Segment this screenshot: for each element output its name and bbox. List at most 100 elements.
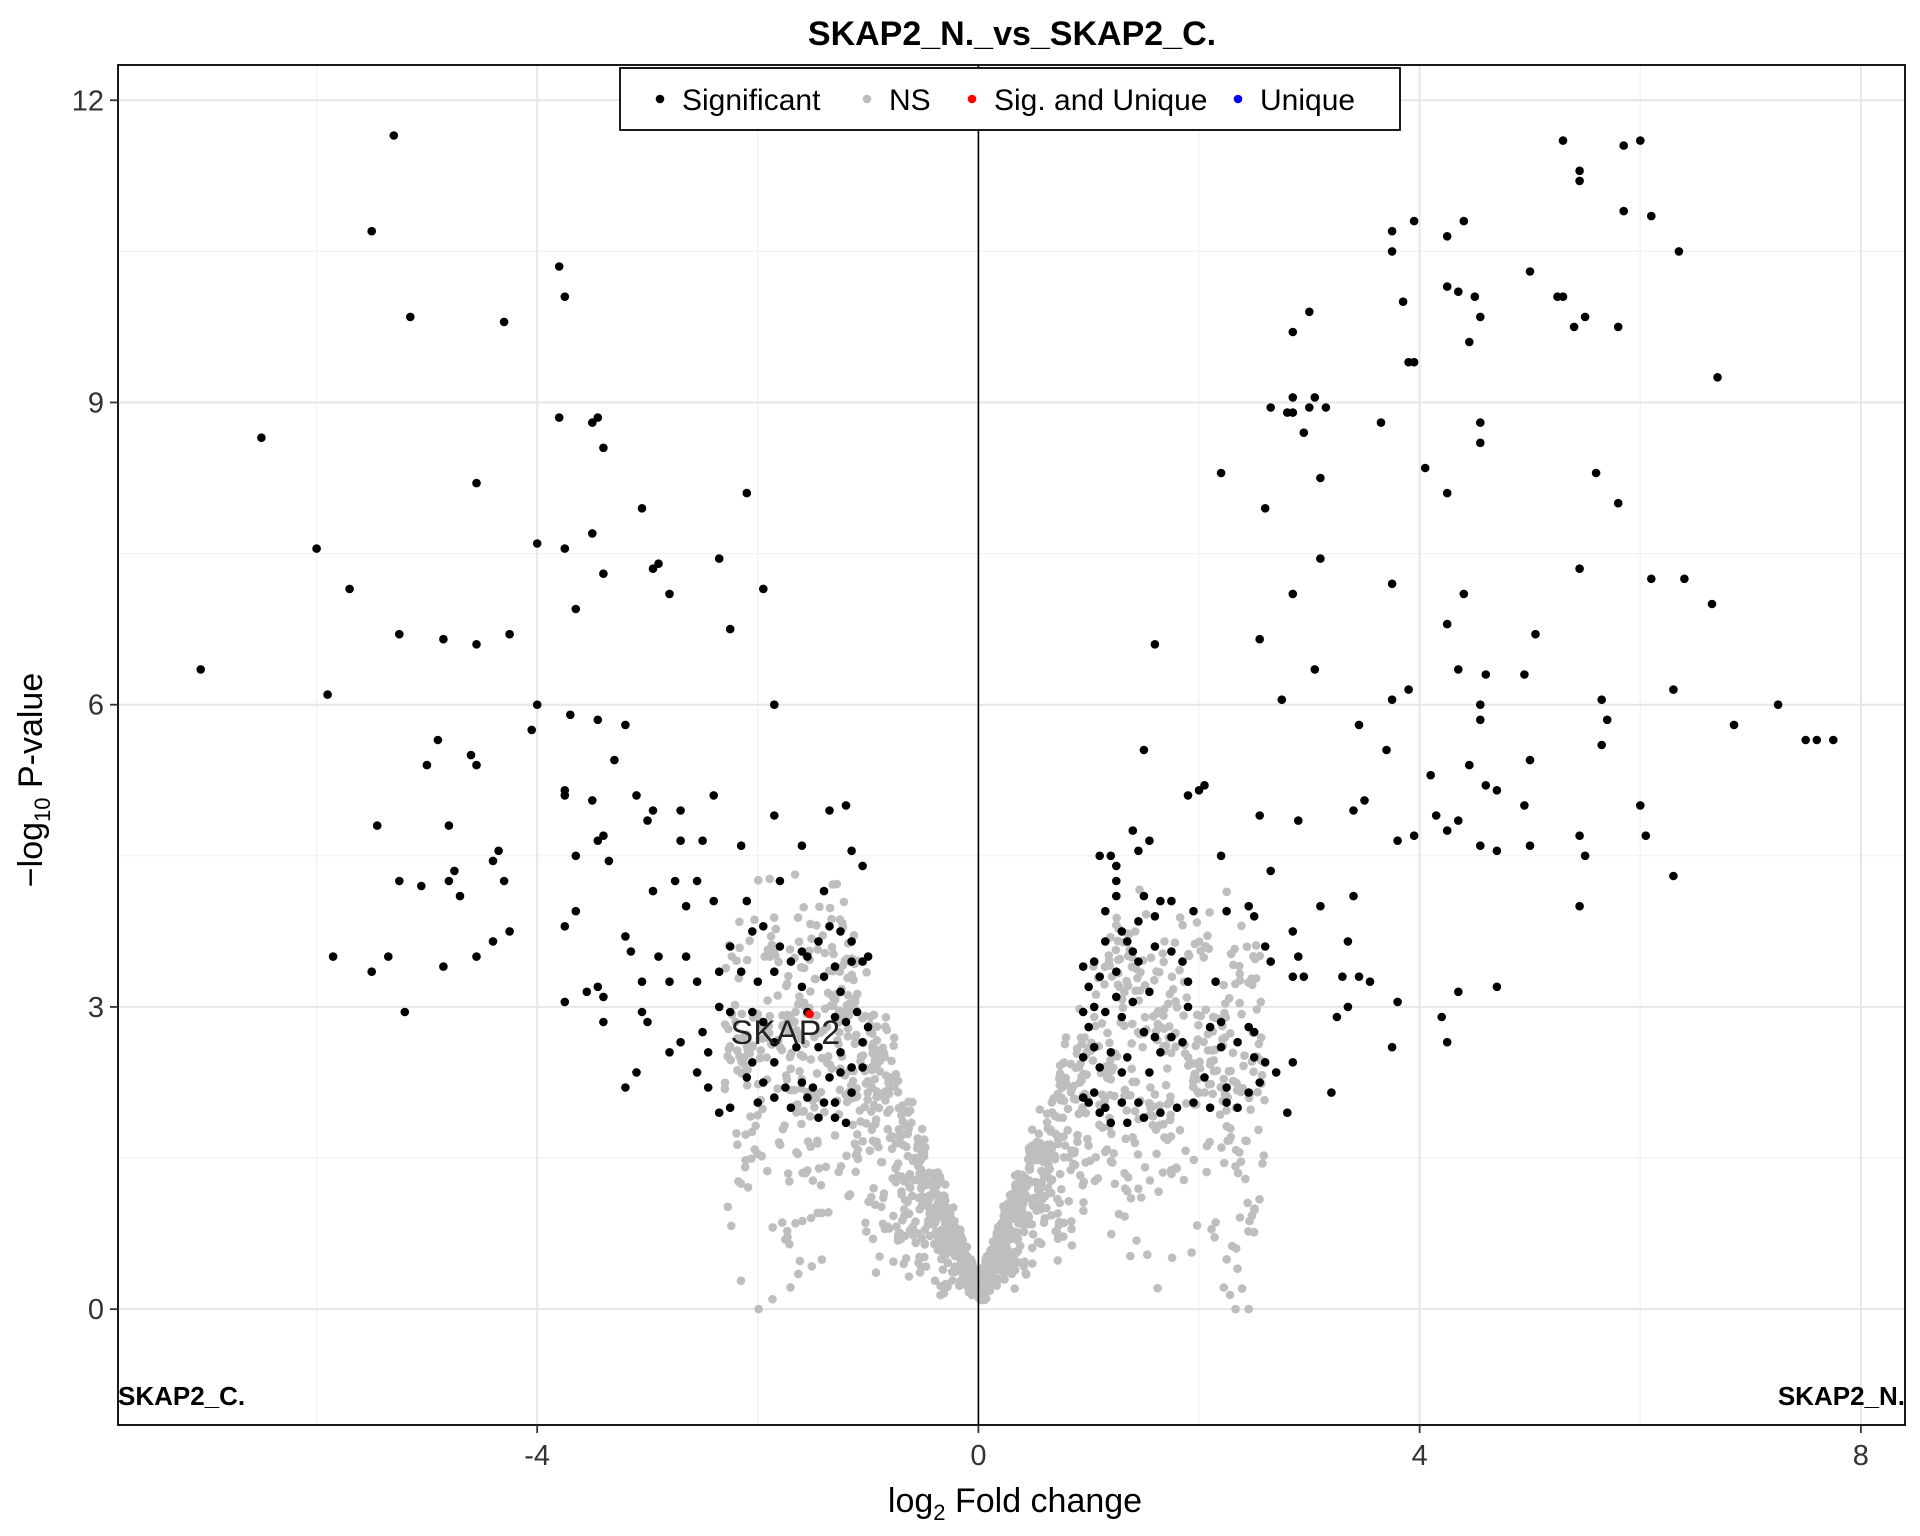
- ns-point: [807, 934, 816, 943]
- x-axis-ticks: -4 0 4 8: [524, 1425, 1869, 1472]
- ns-point: [1080, 1033, 1089, 1042]
- ns-point: [1167, 972, 1177, 982]
- ns-point: [1181, 1099, 1191, 1108]
- significant-point: [1636, 136, 1645, 145]
- significant-point: [1117, 1098, 1127, 1107]
- legend-key: [967, 94, 977, 104]
- significant-point: [841, 801, 851, 810]
- significant-point: [1520, 801, 1529, 810]
- significant-point: [1387, 247, 1397, 256]
- ns-point: [761, 1033, 771, 1042]
- ns-point: [724, 1044, 734, 1054]
- significant-point: [770, 967, 779, 976]
- significant-point: [1288, 972, 1298, 981]
- ns-point: [816, 1087, 826, 1097]
- ns-point: [1182, 993, 1191, 1002]
- ns-point: [943, 1258, 952, 1267]
- ns-point: [1118, 1003, 1128, 1012]
- ns-point: [862, 968, 871, 977]
- ns-point: [1130, 1138, 1140, 1148]
- ns-point: [1153, 1283, 1162, 1293]
- ns-point: [806, 1055, 816, 1064]
- significant-point: [433, 735, 443, 745]
- significant-point: [1437, 1012, 1446, 1022]
- ns-point: [1021, 1269, 1030, 1278]
- legend: Significant NS Sig. and Unique Unique: [619, 67, 1401, 131]
- ns-point: [1025, 1160, 1035, 1170]
- significant-point: [1078, 962, 1088, 971]
- ns-point: [1237, 1284, 1247, 1293]
- significant-point: [703, 1083, 713, 1092]
- significant-point: [1520, 670, 1529, 679]
- significant-point: [1249, 912, 1259, 921]
- ns-point: [795, 1256, 805, 1266]
- ns-point: [807, 1262, 817, 1271]
- significant-point: [1134, 1098, 1143, 1107]
- ns-point: [1143, 1250, 1152, 1259]
- ns-point: [868, 1065, 877, 1074]
- significant-point: [1476, 715, 1485, 725]
- significant-point: [847, 1063, 856, 1072]
- ns-point: [1067, 1217, 1076, 1226]
- significant-point: [1481, 670, 1491, 679]
- y-axis-title-prefix: −log: [12, 822, 50, 887]
- ns-point: [1166, 1092, 1175, 1101]
- ns-point: [842, 1151, 851, 1161]
- significant-point: [1078, 1007, 1088, 1017]
- ns-point: [767, 940, 777, 950]
- ns-point: [762, 1053, 771, 1062]
- significant-point: [1244, 901, 1253, 911]
- ns-point: [1053, 1135, 1063, 1144]
- significant-point: [847, 937, 856, 946]
- ns-point: [783, 1169, 793, 1178]
- ns-point: [835, 1028, 844, 1037]
- significant-point: [725, 1007, 735, 1017]
- ns-point: [891, 1164, 900, 1173]
- significant-point: [786, 1103, 796, 1112]
- ns-point: [894, 1103, 904, 1113]
- ns-point: [1159, 1011, 1168, 1020]
- significant-point: [323, 690, 332, 699]
- significant-point: [1101, 937, 1110, 946]
- y-axis-title: −log10 P-value: [12, 673, 55, 887]
- ns-point: [763, 1166, 772, 1176]
- ns-point: [867, 1107, 876, 1116]
- ns-point: [911, 1238, 920, 1248]
- significant-point: [505, 629, 514, 639]
- significant-point: [1575, 166, 1584, 176]
- significant-point: [400, 1007, 410, 1017]
- significant-point: [1310, 665, 1320, 674]
- ns-point: [1231, 1304, 1240, 1314]
- ns-point: [731, 1017, 740, 1027]
- x-axis-title-prefix: log: [888, 1482, 933, 1520]
- significant-point: [863, 952, 873, 961]
- significant-point: [1393, 836, 1402, 845]
- significant-point: [692, 1068, 702, 1077]
- ns-point: [1249, 1067, 1258, 1076]
- ns-point: [915, 1205, 924, 1214]
- ns-point: [943, 1236, 952, 1246]
- significant-point: [858, 957, 867, 966]
- ns-point: [1179, 1175, 1189, 1185]
- ns-point: [1107, 1066, 1117, 1075]
- ns-point: [1222, 1106, 1231, 1115]
- ns-point: [956, 1232, 966, 1242]
- ns-point: [1194, 1088, 1203, 1098]
- ns-point: [758, 1104, 767, 1114]
- significant-point: [1305, 403, 1314, 412]
- ns-point: [790, 1017, 799, 1027]
- significant-point: [1288, 927, 1298, 936]
- ns-point: [790, 870, 800, 879]
- significant-point: [1112, 967, 1121, 976]
- significant-point: [1288, 327, 1298, 337]
- significant-point: [1134, 846, 1143, 856]
- ns-point: [1120, 987, 1129, 997]
- significant-point: [1476, 312, 1485, 322]
- ns-point: [1219, 980, 1228, 990]
- significant-point: [422, 760, 432, 770]
- significant-point: [1205, 1022, 1215, 1032]
- significant-point: [1773, 700, 1783, 709]
- significant-point: [858, 1037, 867, 1047]
- significant-point: [1454, 987, 1463, 997]
